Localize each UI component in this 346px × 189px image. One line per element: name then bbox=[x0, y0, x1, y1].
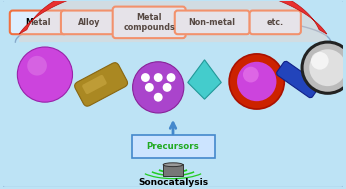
Circle shape bbox=[163, 83, 172, 92]
Circle shape bbox=[229, 54, 284, 109]
FancyBboxPatch shape bbox=[61, 11, 118, 34]
FancyBboxPatch shape bbox=[82, 75, 107, 94]
Text: Metal: Metal bbox=[26, 18, 51, 27]
Text: Non-metal: Non-metal bbox=[189, 18, 236, 27]
Polygon shape bbox=[188, 60, 221, 99]
FancyBboxPatch shape bbox=[276, 61, 320, 98]
Circle shape bbox=[166, 73, 175, 82]
Polygon shape bbox=[19, 0, 327, 42]
FancyBboxPatch shape bbox=[250, 11, 301, 34]
FancyBboxPatch shape bbox=[10, 11, 67, 34]
Circle shape bbox=[309, 49, 346, 86]
Text: Alloy: Alloy bbox=[78, 18, 101, 27]
Circle shape bbox=[311, 52, 329, 70]
Text: etc.: etc. bbox=[267, 18, 284, 27]
Ellipse shape bbox=[163, 163, 183, 167]
Circle shape bbox=[302, 42, 346, 93]
FancyBboxPatch shape bbox=[75, 63, 128, 106]
FancyBboxPatch shape bbox=[175, 11, 249, 34]
Circle shape bbox=[154, 73, 163, 82]
Circle shape bbox=[145, 83, 154, 92]
Text: Metal
compounds: Metal compounds bbox=[123, 13, 175, 32]
FancyBboxPatch shape bbox=[131, 135, 215, 158]
Text: Sonocatalysis: Sonocatalysis bbox=[138, 178, 208, 187]
Text: Precursors: Precursors bbox=[147, 142, 199, 151]
Circle shape bbox=[141, 73, 150, 82]
Polygon shape bbox=[19, 0, 327, 34]
Circle shape bbox=[133, 62, 184, 113]
Circle shape bbox=[243, 67, 259, 82]
FancyBboxPatch shape bbox=[163, 164, 183, 176]
FancyBboxPatch shape bbox=[113, 7, 185, 38]
Circle shape bbox=[237, 62, 276, 101]
Circle shape bbox=[27, 56, 47, 76]
Circle shape bbox=[17, 47, 73, 102]
Circle shape bbox=[154, 93, 163, 102]
